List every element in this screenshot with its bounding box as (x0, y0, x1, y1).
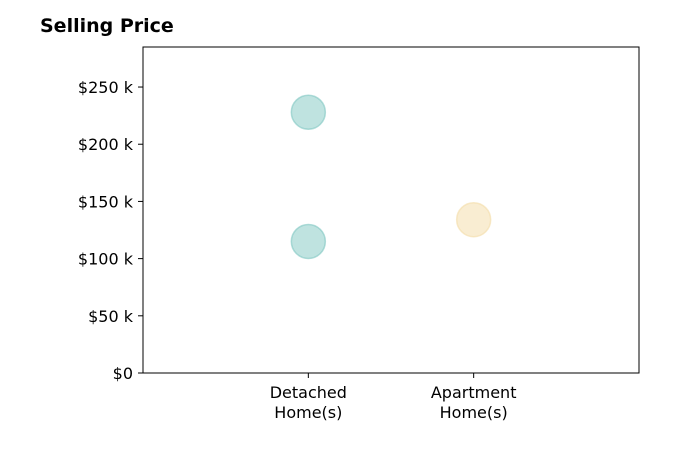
y-tick-label: $50 k (88, 307, 134, 326)
y-tick-label: $250 k (78, 78, 134, 97)
data-point (290, 223, 327, 260)
x-tick-label: Detached Home(s) (270, 383, 347, 422)
chart-marks (290, 94, 492, 260)
y-tick-label: $200 k (78, 135, 134, 154)
y-tick-label: $0 (113, 364, 133, 383)
x-axis: Detached Home(s) Apartment Home(s) (270, 373, 517, 422)
data-point (290, 94, 327, 130)
chart-title: Selling Price (40, 15, 174, 37)
y-tick-label: $100 k (78, 250, 134, 269)
x-tick-label: Apartment Home(s) (431, 383, 517, 422)
plot-frame (142, 46, 640, 374)
y-tick-label: $150 k (78, 192, 134, 211)
y-axis: $0 $50 k $100 k $150 k $200 k $250 k (78, 78, 143, 383)
data-point (455, 201, 492, 238)
